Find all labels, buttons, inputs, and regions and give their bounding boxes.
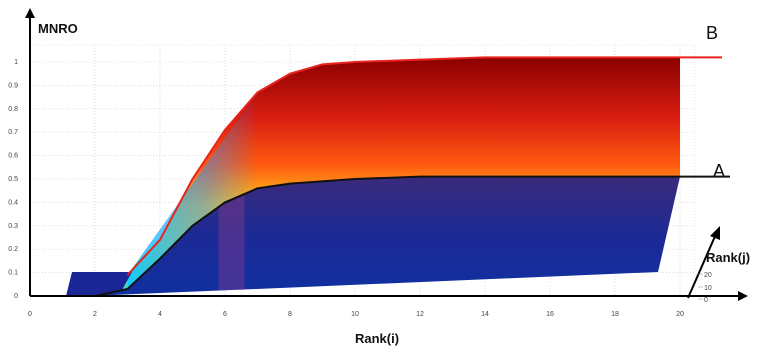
y-tick-label: 0.2	[8, 246, 18, 253]
y-tick-label: 0.1	[8, 270, 18, 277]
x-tick-label: 12	[416, 311, 424, 318]
x-tick-label: 18	[611, 311, 619, 318]
series-line-a	[94, 175, 730, 297]
x-tick-label: 6	[223, 311, 227, 318]
y-tick-label: 0.4	[8, 199, 18, 206]
y-tick-label: 0.9	[8, 82, 18, 89]
surface-edge	[680, 57, 690, 176]
x-tick-label: 2	[93, 311, 97, 318]
y-axis-title: MNRO	[38, 21, 78, 36]
z-axis-arrow	[710, 226, 720, 240]
series-label-a: A	[713, 161, 725, 181]
x-tick-label: 8	[288, 311, 292, 318]
y-tick-label: 0	[14, 293, 18, 300]
surface-band	[218, 195, 245, 290]
z-tick-label: 0	[704, 297, 708, 304]
curves	[94, 56, 730, 297]
z-axis-line	[687, 233, 717, 299]
x-tick-label: 16	[546, 311, 554, 318]
x-tick-label: 14	[481, 311, 489, 318]
series-label-b: B	[706, 23, 718, 43]
z-tick-label: 10	[704, 285, 712, 292]
z-tick-label: 20	[704, 272, 712, 279]
x-tick-label: 0	[28, 311, 32, 318]
x-tick-label: 10	[351, 311, 359, 318]
ticks: 00.10.20.30.40.50.60.70.80.910 2 4 6 8 10 12 14…	[8, 59, 712, 318]
y-tick-label: 0.3	[8, 223, 18, 230]
x-tick-label: 20	[676, 311, 684, 318]
y-tick-label: 1	[14, 59, 18, 66]
floor-slab	[66, 272, 132, 296]
y-axis-arrow	[25, 8, 35, 18]
axes	[25, 8, 748, 301]
x-axis-title: Rank(i)	[355, 331, 399, 346]
y-tick-label: 0.7	[8, 129, 18, 136]
x-tick-label: 4	[158, 311, 162, 318]
z-axis-title: Rank(j)	[706, 250, 750, 265]
y-tick-label: 0.6	[8, 153, 18, 160]
y-tick-label: 0.8	[8, 106, 18, 113]
y-tick-label: 0.5	[8, 176, 18, 183]
surface-a	[90, 176, 680, 296]
x-axis-arrow	[738, 291, 748, 301]
series-line-b	[126, 56, 722, 276]
